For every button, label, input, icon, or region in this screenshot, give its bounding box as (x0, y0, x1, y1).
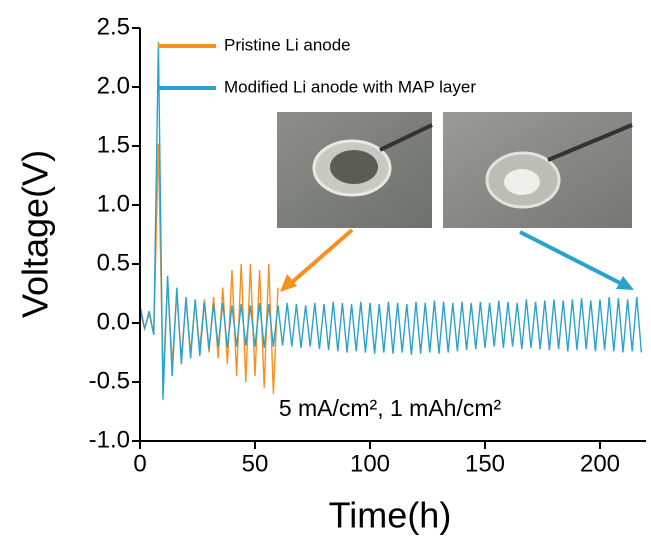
y-axis-label: Voltage(V) (15, 150, 56, 318)
photo-modified (443, 112, 633, 228)
legend-label: Modified Li anode with MAP layer (224, 77, 476, 96)
x-tick-label: 0 (133, 450, 146, 477)
x-tick-label: 150 (465, 450, 505, 477)
x-tick-label: 100 (350, 450, 390, 477)
y-tick-label: 1.0 (97, 190, 130, 217)
x-tick-label: 200 (580, 450, 620, 477)
plot-area (139, 42, 643, 400)
y-tick-label: -0.5 (89, 367, 130, 394)
legend-label: Pristine Li anode (224, 35, 351, 54)
y-tick-label: 2.5 (97, 13, 130, 40)
x-axis-label: Time(h) (329, 495, 452, 536)
y-tick-label: 0.5 (97, 249, 130, 276)
y-tick-label: 1.5 (97, 131, 130, 158)
x-tick-label: 50 (242, 450, 269, 477)
y-tick-label: 0.0 (97, 308, 130, 335)
y-tick-label: 2.0 (97, 72, 130, 99)
series-line (139, 42, 643, 400)
arrows (280, 228, 634, 292)
photo-pristine (277, 112, 433, 228)
y-tick-label: -1.0 (89, 426, 130, 453)
annotation: 5 mA/cm², 1 mAh/cm² (279, 395, 502, 421)
